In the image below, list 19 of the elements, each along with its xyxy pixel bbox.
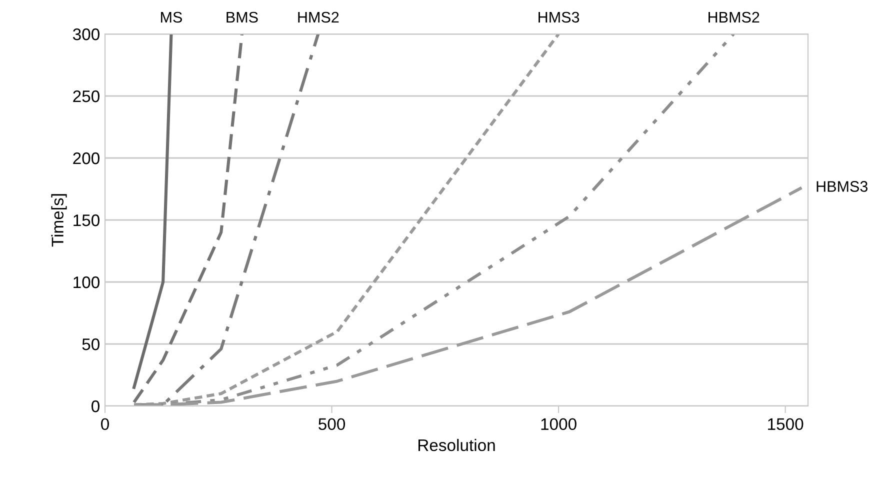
y-tick-label: 250 bbox=[73, 90, 100, 102]
y-axis-title: Time[s] bbox=[51, 194, 67, 247]
y-tick-label: 200 bbox=[73, 152, 100, 164]
series-label: HBMS3 bbox=[816, 181, 868, 192]
y-tick-label: 0 bbox=[92, 400, 100, 412]
x-tick-label: 1000 bbox=[541, 418, 576, 430]
x-tick-label: 0 bbox=[101, 418, 109, 430]
series-label: MS bbox=[161, 12, 182, 23]
x-tick-label: 500 bbox=[318, 418, 346, 430]
series-label: BMS bbox=[226, 12, 258, 23]
series-label: HMS2 bbox=[298, 12, 339, 23]
series-label: HMS3 bbox=[538, 12, 580, 23]
y-tick-label: 150 bbox=[74, 214, 100, 226]
x-axis-title: Resolution bbox=[418, 438, 495, 452]
x-tick-label: 1500 bbox=[768, 418, 804, 430]
y-tick-label: 300 bbox=[72, 28, 100, 40]
y-tick-label: 100 bbox=[74, 276, 100, 288]
series-label: HBMS2 bbox=[708, 12, 760, 23]
y-tick-label: 50 bbox=[82, 338, 100, 350]
